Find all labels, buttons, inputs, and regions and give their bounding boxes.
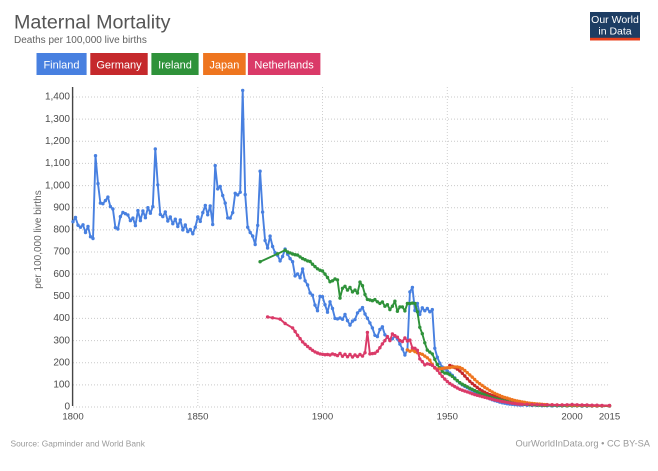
svg-text:Our World: Our World <box>591 14 639 26</box>
svg-text:1,200: 1,200 <box>45 136 70 147</box>
svg-text:800: 800 <box>53 225 70 236</box>
svg-text:300: 300 <box>53 335 70 346</box>
svg-text:OurWorldInData.org • CC BY-SA: OurWorldInData.org • CC BY-SA <box>516 439 651 449</box>
svg-text:Germany: Germany <box>96 59 142 71</box>
svg-text:600: 600 <box>53 269 70 280</box>
svg-text:1800: 1800 <box>62 412 83 423</box>
svg-text:per 100,000 live births: per 100,000 live births <box>33 190 44 288</box>
svg-text:1900: 1900 <box>312 412 333 423</box>
svg-text:0: 0 <box>64 402 70 413</box>
svg-text:1,000: 1,000 <box>45 180 70 191</box>
svg-text:900: 900 <box>53 202 70 213</box>
svg-text:Ireland: Ireland <box>158 59 192 71</box>
svg-text:Japan: Japan <box>209 59 239 71</box>
svg-text:1,100: 1,100 <box>45 158 70 169</box>
svg-text:in Data: in Data <box>598 25 631 37</box>
svg-text:Source: Gapminder and World Ba: Source: Gapminder and World Bank <box>11 439 146 449</box>
svg-text:500: 500 <box>53 291 70 302</box>
svg-text:1950: 1950 <box>437 412 458 423</box>
svg-text:400: 400 <box>53 313 70 324</box>
svg-text:Deaths per 100,000 live births: Deaths per 100,000 live births <box>14 35 147 46</box>
svg-text:Maternal Mortality: Maternal Mortality <box>14 12 171 34</box>
svg-text:100: 100 <box>53 380 70 391</box>
svg-text:Finland: Finland <box>43 59 79 71</box>
svg-text:1850: 1850 <box>187 412 208 423</box>
svg-text:2015: 2015 <box>599 412 620 423</box>
svg-text:Netherlands: Netherlands <box>254 59 314 71</box>
svg-text:1,300: 1,300 <box>45 114 70 125</box>
svg-text:2000: 2000 <box>561 412 582 423</box>
svg-text:200: 200 <box>53 357 70 368</box>
svg-text:700: 700 <box>53 247 70 258</box>
svg-text:1,400: 1,400 <box>45 92 70 103</box>
